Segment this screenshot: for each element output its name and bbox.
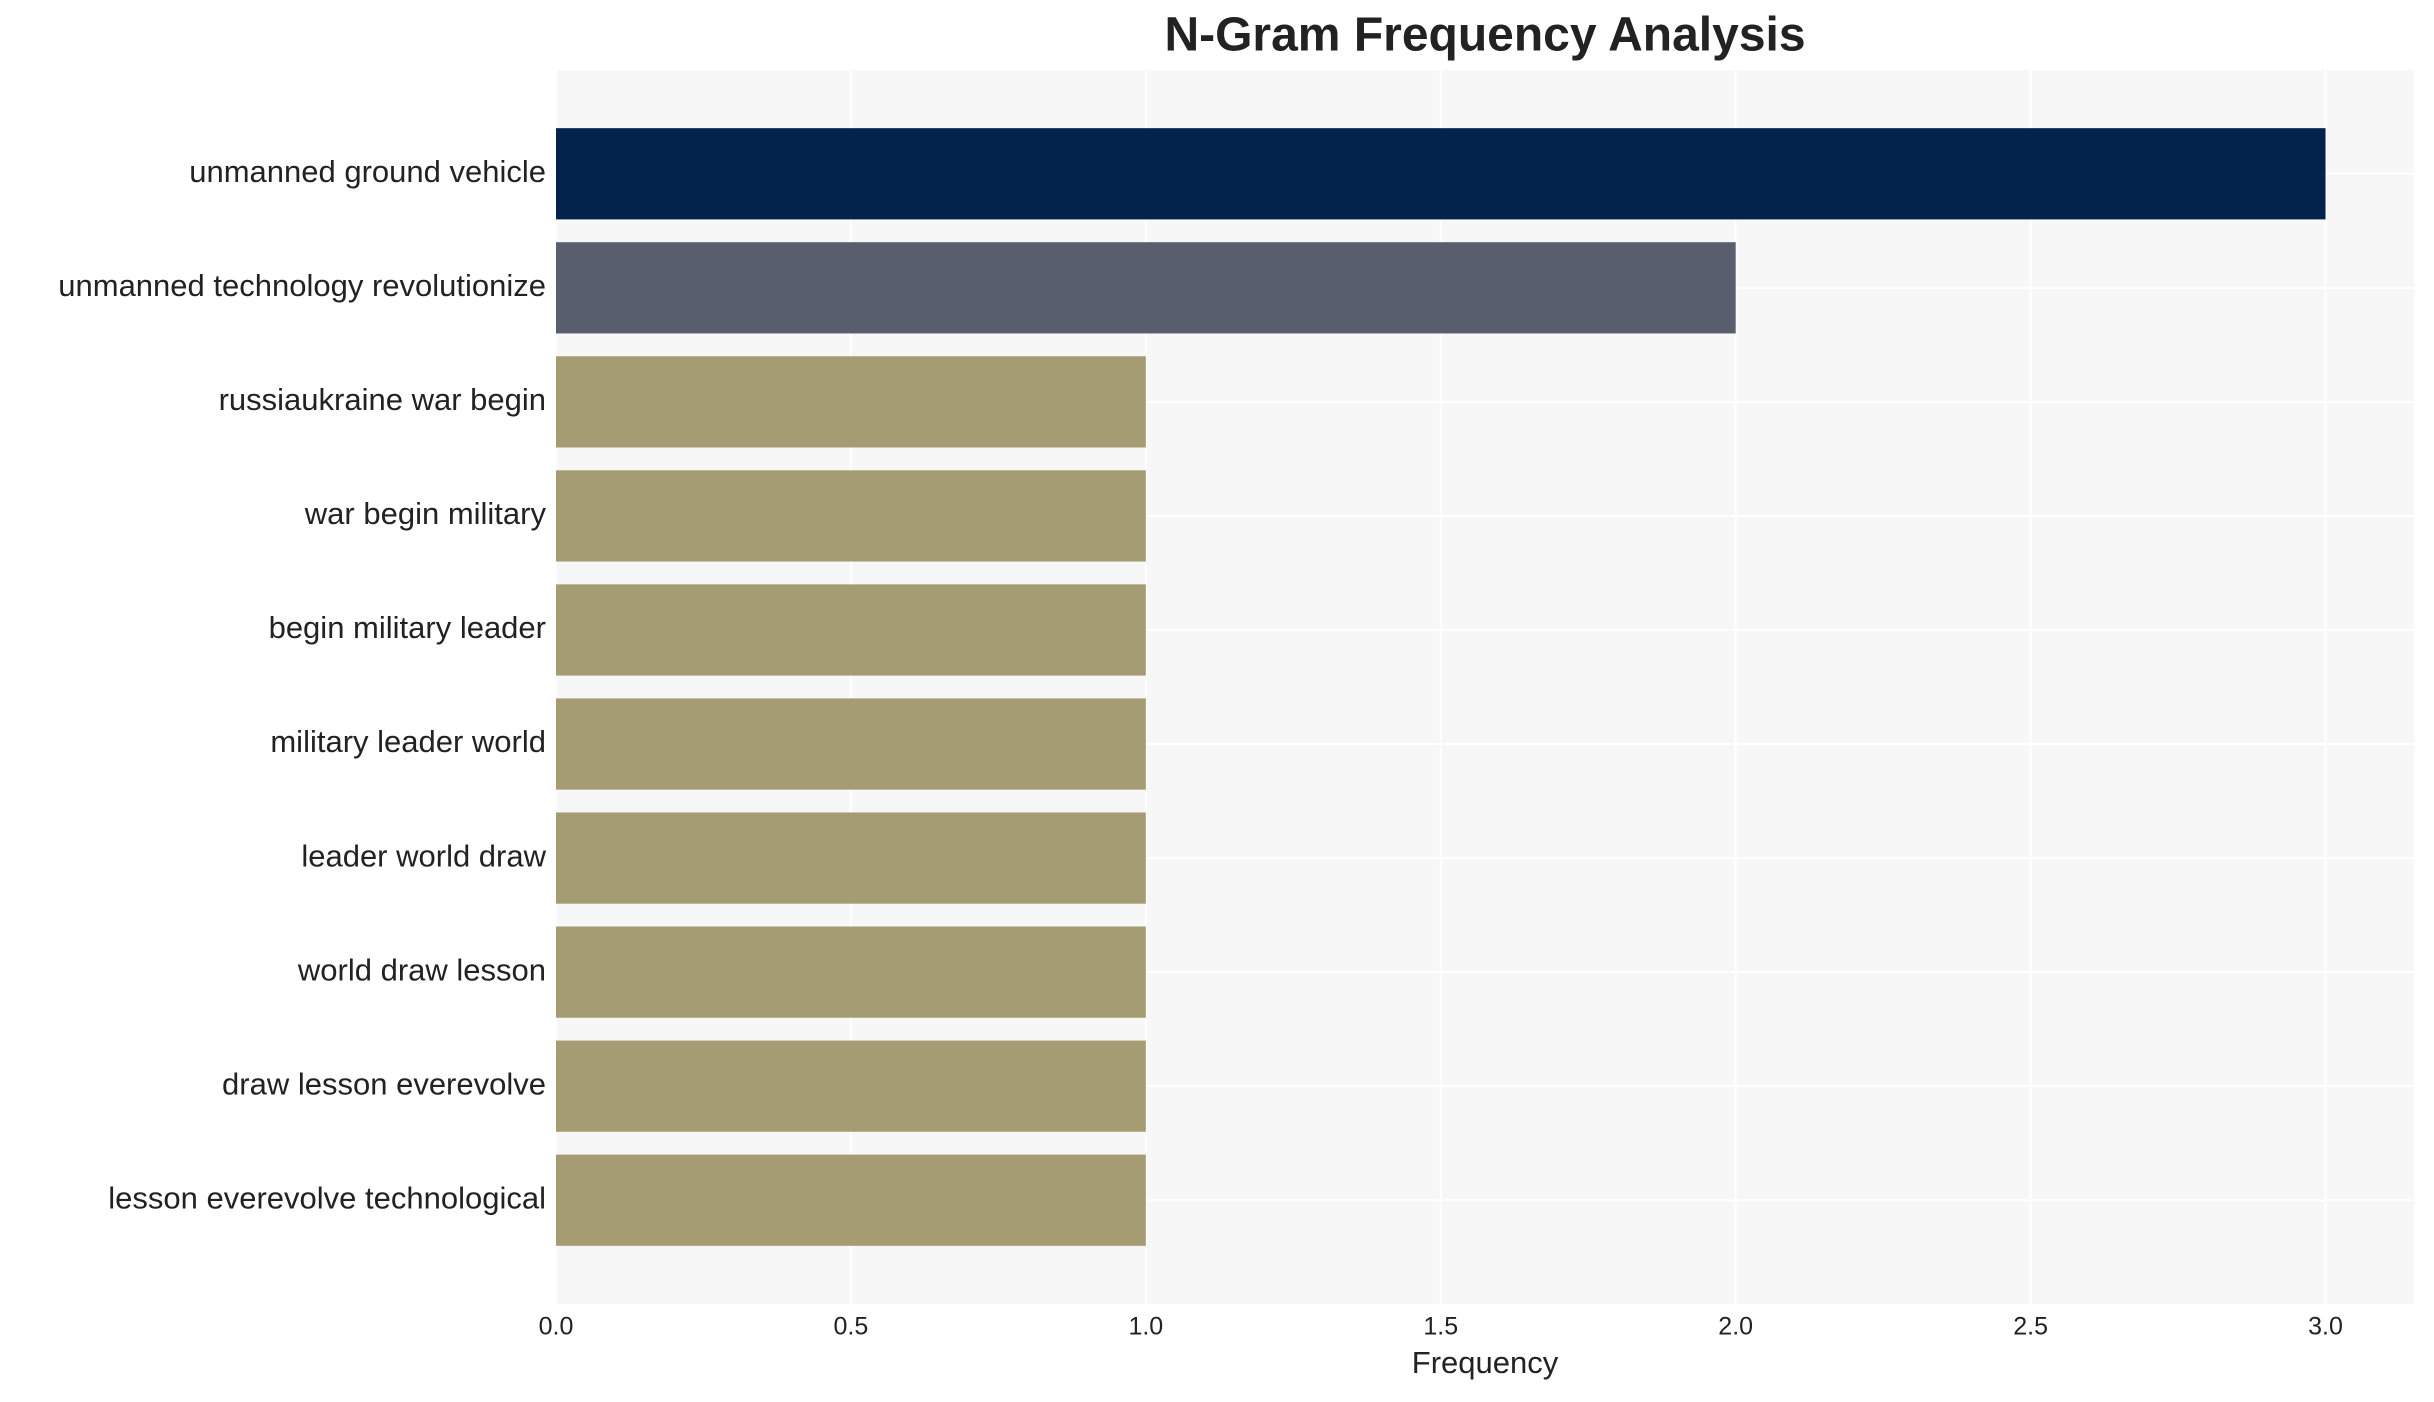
bar <box>556 584 1146 676</box>
y-tick-label: military leader world <box>270 724 546 759</box>
x-axis-label: Frequency <box>1412 1345 1559 1380</box>
bar <box>556 128 2326 220</box>
bar <box>556 926 1146 1018</box>
bar <box>556 812 1146 904</box>
bar <box>556 698 1146 790</box>
x-tick-label: 0.0 <box>539 1313 574 1341</box>
y-tick-label: world draw lesson <box>297 952 546 987</box>
y-tick-label: unmanned technology revolutionize <box>58 268 546 303</box>
bar <box>556 1154 1146 1246</box>
y-tick-label: draw lesson everevolve <box>222 1066 546 1101</box>
x-tick-label: 0.5 <box>834 1313 869 1341</box>
y-tick-label: begin military leader <box>269 610 546 645</box>
bar <box>556 356 1146 448</box>
y-tick-label: war begin military <box>304 496 547 531</box>
y-tick-label: leader world draw <box>301 838 546 873</box>
y-tick-label: russiaukraine war begin <box>219 382 546 417</box>
x-tick-label: 2.0 <box>1718 1313 1753 1341</box>
bar <box>556 242 1736 334</box>
chart-title: N-Gram Frequency Analysis <box>1164 9 1805 62</box>
x-tick-label: 3.0 <box>2308 1313 2343 1341</box>
x-tick-label: 1.5 <box>1423 1313 1458 1341</box>
x-tick-label: 1.0 <box>1128 1313 1163 1341</box>
y-tick-label: unmanned ground vehicle <box>189 154 546 189</box>
bar <box>556 470 1146 562</box>
bar <box>556 1040 1146 1132</box>
y-tick-label: lesson everevolve technological <box>108 1180 546 1215</box>
x-tick-label: 2.5 <box>2013 1313 2048 1341</box>
